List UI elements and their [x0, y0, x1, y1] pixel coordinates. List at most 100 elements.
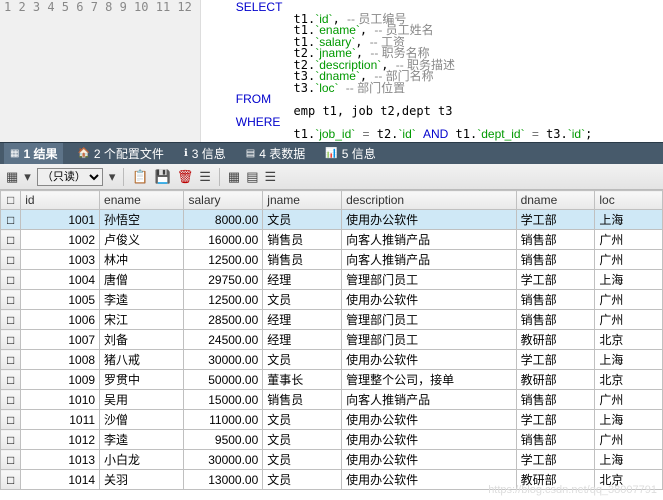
cell-id[interactable]: 1002 — [21, 230, 100, 250]
cell-salary[interactable]: 12500.00 — [184, 290, 263, 310]
cell-jname[interactable]: 经理 — [263, 270, 342, 290]
cell-ename[interactable]: 小白龙 — [100, 450, 184, 470]
cell-id[interactable]: 1009 — [21, 370, 100, 390]
cell-id[interactable]: 1013 — [21, 450, 100, 470]
column-header[interactable]: jname — [263, 191, 342, 210]
view3-button[interactable]: ☰ — [265, 169, 277, 185]
cell-loc[interactable]: 上海 — [595, 270, 663, 290]
cell-ename[interactable]: 林冲 — [100, 250, 184, 270]
cell-loc[interactable]: 广州 — [595, 430, 663, 450]
mode-select[interactable]: （只读） — [37, 168, 103, 186]
row-checkbox[interactable]: □ — [1, 430, 21, 450]
cell-jname[interactable]: 文员 — [263, 350, 342, 370]
cell-loc[interactable]: 北京 — [595, 370, 663, 390]
table-row[interactable]: □1004唐僧29750.00经理管理部门员工学工部上海 — [1, 270, 663, 290]
row-checkbox[interactable]: □ — [1, 390, 21, 410]
column-header[interactable]: description — [342, 191, 517, 210]
corner-cell[interactable]: □ — [1, 191, 21, 210]
cell-loc[interactable]: 广州 — [595, 390, 663, 410]
cell-ename[interactable]: 唐僧 — [100, 270, 184, 290]
cell-id[interactable]: 1012 — [21, 430, 100, 450]
cell-description[interactable]: 管理部门员工 — [342, 330, 517, 350]
cell-salary[interactable]: 8000.00 — [184, 210, 263, 230]
cell-ename[interactable]: 李逵 — [100, 430, 184, 450]
cell-jname[interactable]: 销售员 — [263, 230, 342, 250]
cell-loc[interactable]: 北京 — [595, 470, 663, 490]
cell-id[interactable]: 1010 — [21, 390, 100, 410]
cell-ename[interactable]: 宋江 — [100, 310, 184, 330]
cell-id[interactable]: 1006 — [21, 310, 100, 330]
filter-button[interactable]: ☰ — [199, 169, 211, 185]
row-checkbox[interactable]: □ — [1, 410, 21, 430]
view2-button[interactable]: ▤ — [246, 169, 258, 185]
cell-description[interactable]: 向客人推销产品 — [342, 250, 517, 270]
cell-jname[interactable]: 销售员 — [263, 390, 342, 410]
cell-id[interactable]: 1008 — [21, 350, 100, 370]
cell-dname[interactable]: 销售部 — [516, 430, 595, 450]
table-row[interactable]: □1011沙僧11000.00文员使用办公软件学工部上海 — [1, 410, 663, 430]
row-checkbox[interactable]: □ — [1, 350, 21, 370]
cell-dname[interactable]: 学工部 — [516, 350, 595, 370]
cell-id[interactable]: 1014 — [21, 470, 100, 490]
cell-jname[interactable]: 文员 — [263, 410, 342, 430]
cell-dname[interactable]: 教研部 — [516, 330, 595, 350]
cell-dname[interactable]: 销售部 — [516, 290, 595, 310]
cell-ename[interactable]: 关羽 — [100, 470, 184, 490]
table-row[interactable]: □1001孙悟空8000.00文员使用办公软件学工部上海 — [1, 210, 663, 230]
cell-dname[interactable]: 学工部 — [516, 210, 595, 230]
cell-description[interactable]: 使用办公软件 — [342, 210, 517, 230]
cell-jname[interactable]: 文员 — [263, 210, 342, 230]
cell-description[interactable]: 使用办公软件 — [342, 290, 517, 310]
table-row[interactable]: □1006宋江28500.00经理管理部门员工销售部广州 — [1, 310, 663, 330]
cell-dname[interactable]: 销售部 — [516, 250, 595, 270]
cell-loc[interactable]: 上海 — [595, 350, 663, 370]
cell-salary[interactable]: 12500.00 — [184, 250, 263, 270]
cell-dname[interactable]: 学工部 — [516, 450, 595, 470]
cell-description[interactable]: 向客人推销产品 — [342, 390, 517, 410]
row-checkbox[interactable]: □ — [1, 290, 21, 310]
grid-wrap[interactable]: □idenamesalaryjnamedescriptiondnameloc□1… — [0, 190, 663, 500]
cell-salary[interactable]: 11000.00 — [184, 410, 263, 430]
cell-loc[interactable]: 北京 — [595, 330, 663, 350]
tab-result[interactable]: ▦1 结果 — [4, 143, 63, 164]
delete-button[interactable]: 🗑 — [177, 169, 194, 185]
column-header[interactable]: id — [21, 191, 100, 210]
row-checkbox[interactable]: □ — [1, 370, 21, 390]
cell-jname[interactable]: 经理 — [263, 310, 342, 330]
cell-salary[interactable]: 24500.00 — [184, 330, 263, 350]
cell-description[interactable]: 管理部门员工 — [342, 310, 517, 330]
cell-id[interactable]: 1011 — [21, 410, 100, 430]
cell-ename[interactable]: 卢俊义 — [100, 230, 184, 250]
cell-jname[interactable]: 文员 — [263, 450, 342, 470]
cell-ename[interactable]: 孙悟空 — [100, 210, 184, 230]
cell-loc[interactable]: 上海 — [595, 410, 663, 430]
cell-description[interactable]: 使用办公软件 — [342, 470, 517, 490]
cell-jname[interactable]: 销售员 — [263, 250, 342, 270]
cell-description[interactable]: 管理部门员工 — [342, 270, 517, 290]
cell-dname[interactable]: 教研部 — [516, 470, 595, 490]
insert-row-button[interactable]: ▦ — [6, 169, 18, 185]
cell-ename[interactable]: 沙僧 — [100, 410, 184, 430]
cell-id[interactable]: 1004 — [21, 270, 100, 290]
cell-loc[interactable]: 上海 — [595, 450, 663, 470]
cell-jname[interactable]: 文员 — [263, 430, 342, 450]
cell-salary[interactable]: 29750.00 — [184, 270, 263, 290]
view1-button[interactable]: ▦ — [228, 169, 240, 185]
sql-editor[interactable]: 1 2 3 4 5 6 7 8 9 10 11 12 SELECT t1.`id… — [0, 0, 663, 142]
table-row[interactable]: □1005李逵12500.00文员使用办公软件销售部广州 — [1, 290, 663, 310]
cell-salary[interactable]: 15000.00 — [184, 390, 263, 410]
row-checkbox[interactable]: □ — [1, 450, 21, 470]
cell-description[interactable]: 管理整个公司，接单 — [342, 370, 517, 390]
cell-loc[interactable]: 广州 — [595, 250, 663, 270]
tab-tabledata[interactable]: ▤4 表数据 — [240, 143, 311, 164]
cell-ename[interactable]: 刘备 — [100, 330, 184, 350]
column-header[interactable]: dname — [516, 191, 595, 210]
row-checkbox[interactable]: □ — [1, 210, 21, 230]
row-checkbox[interactable]: □ — [1, 330, 21, 350]
cell-salary[interactable]: 9500.00 — [184, 430, 263, 450]
row-checkbox[interactable]: □ — [1, 470, 21, 490]
cell-id[interactable]: 1003 — [21, 250, 100, 270]
cell-ename[interactable]: 李逵 — [100, 290, 184, 310]
cell-salary[interactable]: 16000.00 — [184, 230, 263, 250]
cell-id[interactable]: 1001 — [21, 210, 100, 230]
